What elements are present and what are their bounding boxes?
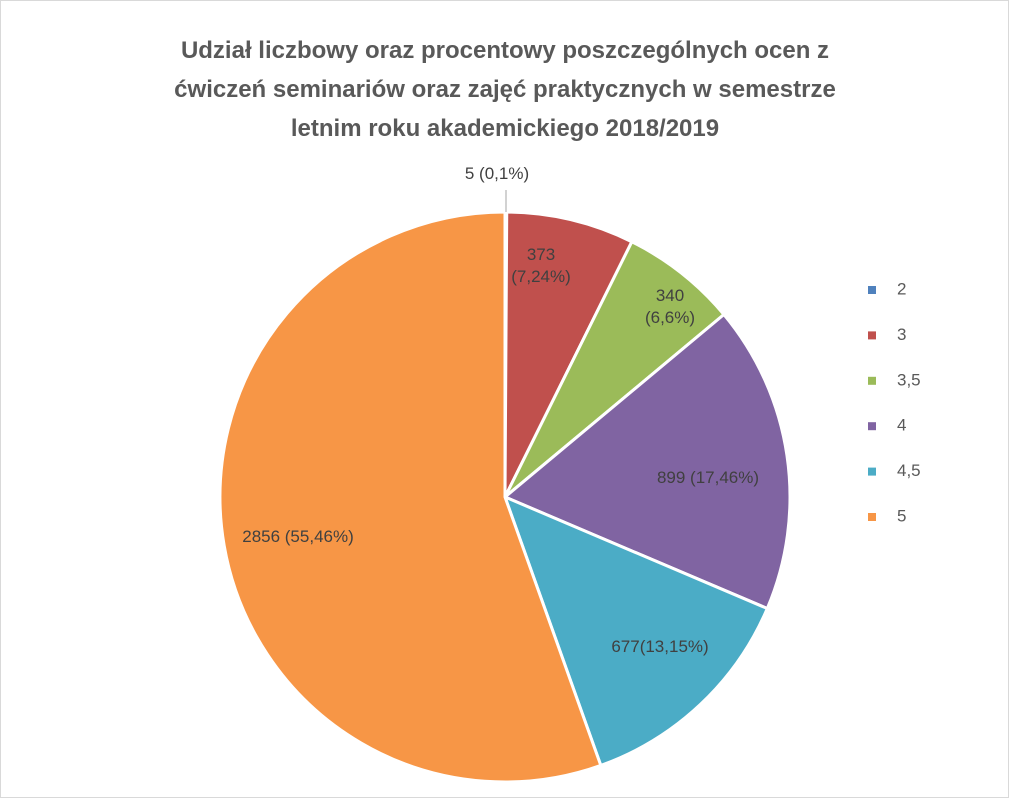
chart-title: letnim roku akademickiego 2018/2019 <box>291 115 719 142</box>
pie-slice <box>502 312 792 611</box>
legend-label: 3,5 <box>897 370 921 389</box>
legend-swatch <box>868 286 876 294</box>
legend-label: 2 <box>897 279 906 298</box>
legend-label: 5 <box>897 506 906 525</box>
data-label: 677(13,15%) <box>611 637 709 656</box>
data-label: 340 (6,6%) <box>644 286 696 327</box>
chart-title: ćwiczeń seminariów oraz zajęć praktyczny… <box>174 76 836 103</box>
legend-label: 4 <box>897 416 906 435</box>
data-label: 373 (7,24%) <box>511 245 571 286</box>
legend-swatch <box>868 513 876 521</box>
legend-swatch <box>868 331 876 340</box>
legend-swatch <box>868 376 876 385</box>
legend-label: 4,5 <box>897 461 921 480</box>
data-label: 5 (0,1%) <box>464 164 530 183</box>
legend-swatch <box>868 422 876 431</box>
legend-swatch <box>868 467 876 476</box>
pie-slice <box>503 239 727 499</box>
chart-title: Udział liczbowy oraz procentowy poszczeg… <box>181 37 829 64</box>
pie-slice <box>218 210 603 784</box>
data-label: 899 (17,46%) <box>656 468 760 487</box>
pie-slice <box>502 494 770 768</box>
data-label: 2856 (55,46%) <box>242 527 354 546</box>
pie-slice <box>503 210 634 498</box>
legend-label: 3 <box>897 325 906 344</box>
